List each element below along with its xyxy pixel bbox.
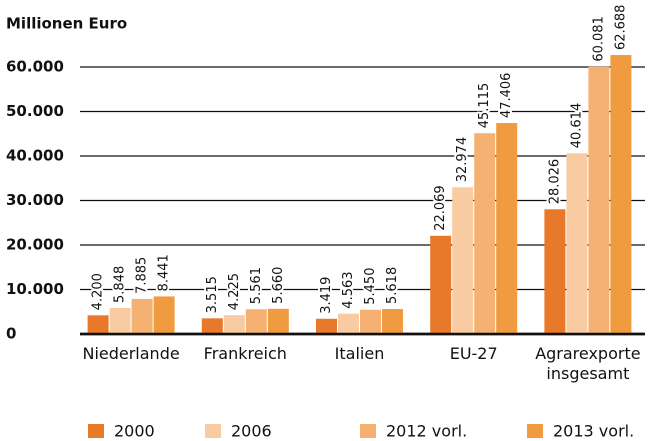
value-label: 4.200 bbox=[91, 273, 106, 310]
value-label: 62.688 bbox=[613, 5, 628, 51]
value-label: 5.561 bbox=[249, 267, 264, 304]
value-label: 7.885 bbox=[135, 257, 150, 294]
value-label: 4.563 bbox=[341, 271, 356, 308]
y-tick-label: 40.000 bbox=[6, 147, 64, 165]
value-label: 47.406 bbox=[499, 73, 514, 119]
bar bbox=[338, 313, 359, 334]
bar bbox=[201, 318, 223, 334]
y-tick-label: 10.000 bbox=[6, 280, 64, 298]
x-tick-label: EU-27 bbox=[449, 344, 498, 363]
legend-label: 2013 vorl. bbox=[553, 422, 634, 441]
y-tick-label: 20.000 bbox=[6, 236, 64, 254]
bar bbox=[544, 209, 566, 334]
legend-swatch bbox=[527, 424, 543, 438]
x-tick-label: Frankreich bbox=[203, 344, 287, 363]
value-label: 3.419 bbox=[319, 277, 334, 314]
bar bbox=[496, 123, 518, 334]
bar bbox=[566, 153, 588, 334]
bar bbox=[109, 307, 131, 334]
legend-label: 2000 bbox=[114, 422, 155, 441]
bar bbox=[382, 308, 403, 334]
value-label: 45.115 bbox=[477, 83, 492, 129]
bar bbox=[474, 133, 496, 334]
value-label: 5.618 bbox=[385, 267, 400, 304]
bar bbox=[245, 309, 267, 334]
bar bbox=[87, 315, 109, 334]
value-label: 5.660 bbox=[271, 267, 286, 304]
value-label: 5.848 bbox=[113, 266, 128, 303]
legend-swatch bbox=[88, 424, 104, 438]
bar bbox=[610, 55, 632, 335]
bar bbox=[588, 66, 610, 334]
bar bbox=[316, 318, 337, 334]
x-tick-label: Italien bbox=[334, 344, 385, 363]
x-tick-label: Agrarexporte insgesamt bbox=[535, 344, 641, 383]
bar bbox=[360, 309, 381, 334]
value-label: 8.441 bbox=[157, 254, 172, 291]
legend-swatch bbox=[360, 424, 376, 438]
legend-label: 2006 bbox=[231, 422, 272, 441]
y-tick-label: 50.000 bbox=[6, 102, 64, 120]
y-axis-label: Millionen Euro bbox=[6, 15, 127, 33]
value-label: 28.026 bbox=[547, 159, 562, 205]
value-label: 3.515 bbox=[205, 276, 220, 313]
bar bbox=[223, 315, 245, 334]
y-tick-label: 0 bbox=[6, 325, 16, 343]
value-label: 22.069 bbox=[433, 185, 448, 231]
legend-swatch bbox=[205, 424, 221, 438]
value-label: 32.974 bbox=[455, 137, 470, 183]
value-label: 40.614 bbox=[569, 103, 584, 149]
legend-label: 2012 vorl. bbox=[386, 422, 467, 441]
bar bbox=[267, 308, 289, 334]
bar bbox=[430, 235, 452, 334]
y-tick-label: 60.000 bbox=[6, 58, 64, 76]
value-label: 4.225 bbox=[227, 273, 242, 310]
x-tick-label: Niederlande bbox=[82, 344, 180, 363]
bar bbox=[153, 296, 175, 334]
y-tick-label: 30.000 bbox=[6, 191, 64, 209]
value-label: 5.450 bbox=[363, 268, 378, 305]
bar bbox=[131, 298, 153, 334]
value-label: 60.081 bbox=[591, 16, 606, 62]
bar bbox=[452, 187, 474, 334]
